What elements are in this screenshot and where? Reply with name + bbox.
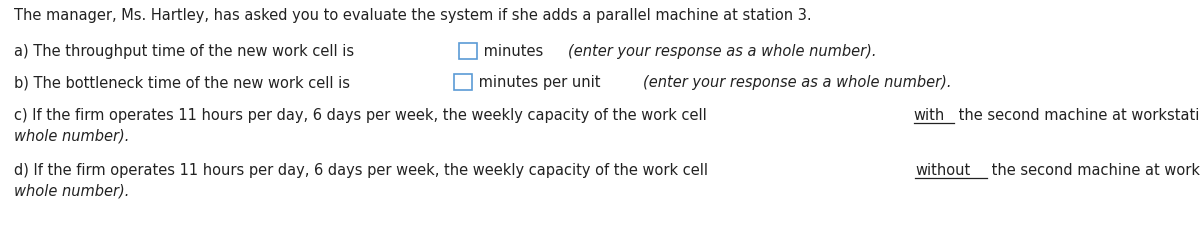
Text: d) If the firm operates 11 hours per day, 6 days per week, the weekly capacity o: d) If the firm operates 11 hours per day…: [14, 163, 713, 178]
Text: with: with: [914, 108, 946, 123]
Text: The manager, Ms. Hartley, has asked you to evaluate the system if she adds a par: The manager, Ms. Hartley, has asked you …: [14, 8, 811, 23]
Text: (enter your response as a whole number).: (enter your response as a whole number).: [568, 44, 876, 59]
Text: the second machine at workstation 3 is: the second machine at workstation 3 is: [954, 108, 1200, 123]
Text: whole number).: whole number).: [14, 128, 130, 143]
Text: without: without: [916, 163, 971, 178]
Text: b) The bottleneck time of the new work cell is: b) The bottleneck time of the new work c…: [14, 75, 355, 90]
Text: c) If the firm operates 11 hours per day, 6 days per week, the weekly capacity o: c) If the firm operates 11 hours per day…: [14, 108, 712, 123]
Text: (enter your response as a whole number).: (enter your response as a whole number).: [643, 75, 952, 90]
Text: a) The throughput time of the new work cell is: a) The throughput time of the new work c…: [14, 44, 359, 59]
Text: whole number).: whole number).: [14, 183, 130, 198]
FancyBboxPatch shape: [458, 43, 476, 59]
Text: minutes: minutes: [479, 44, 547, 59]
FancyBboxPatch shape: [454, 74, 472, 90]
Text: the second machine at workstation 3 is: the second machine at workstation 3 is: [986, 163, 1200, 178]
Text: minutes per unit: minutes per unit: [474, 75, 605, 90]
